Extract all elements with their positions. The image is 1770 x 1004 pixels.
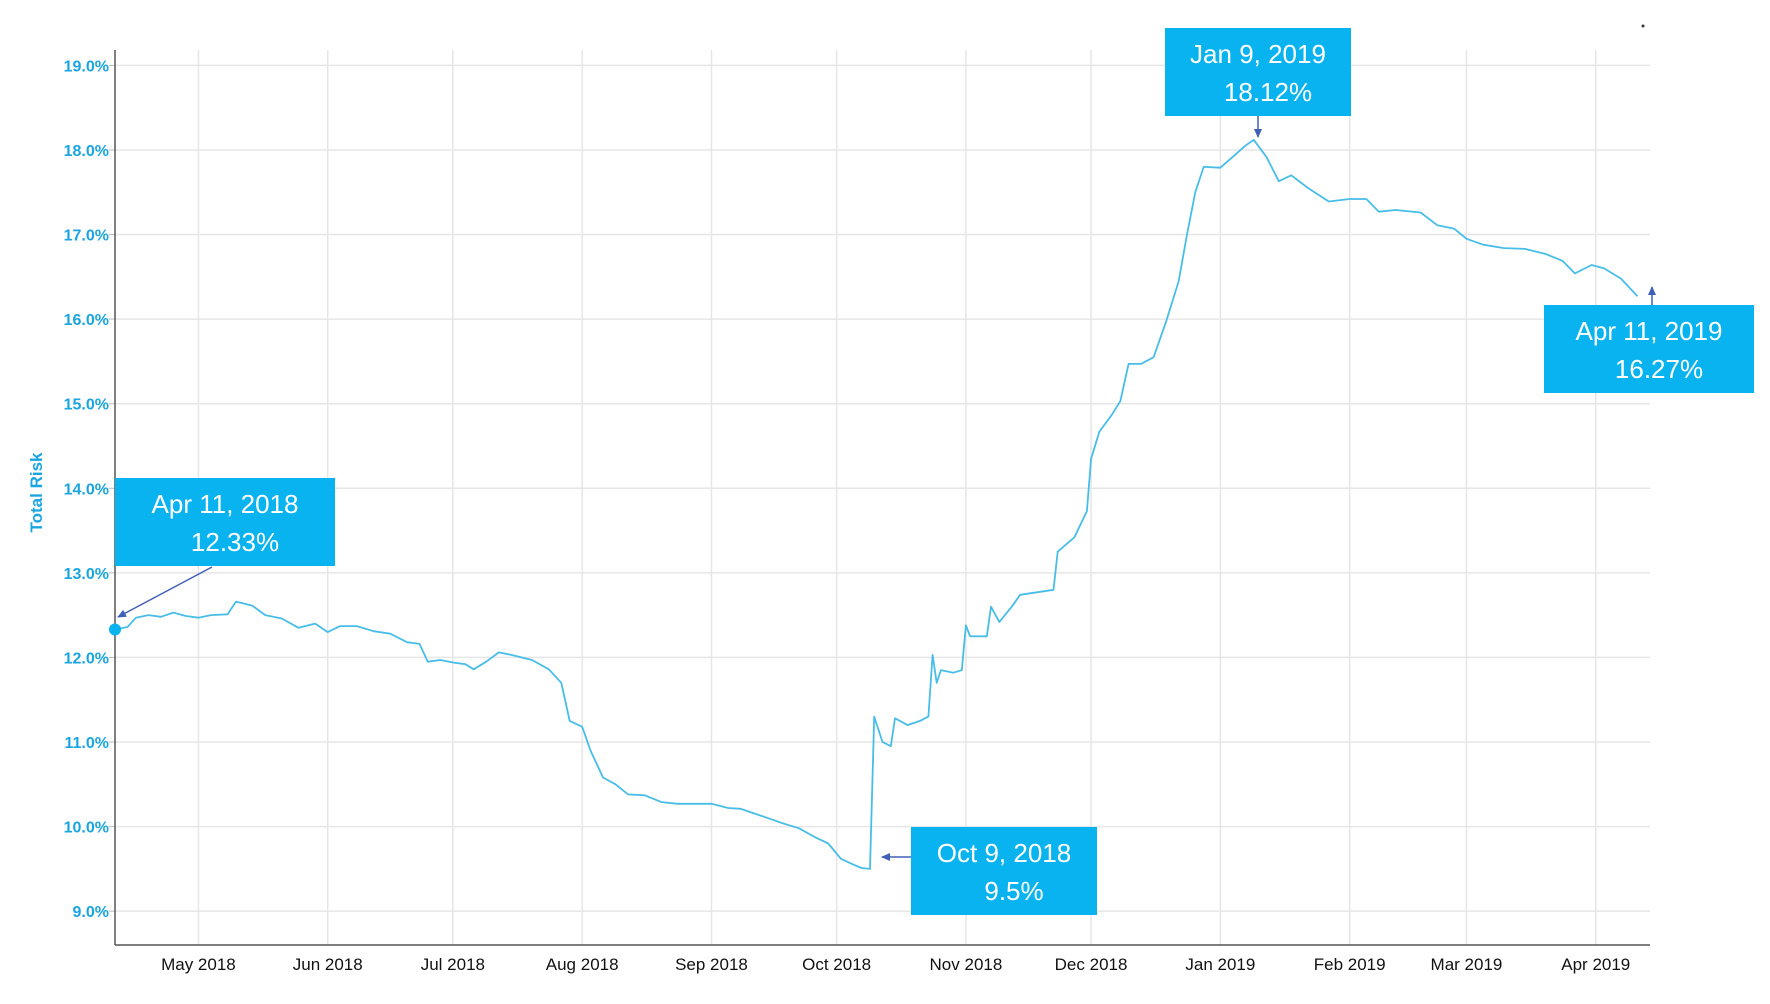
y-tick-label: 9.0% [73, 904, 109, 921]
y-tick-label: 19.0% [64, 58, 109, 75]
callout: Apr 11, 2019 16.27% [1544, 286, 1754, 393]
series-line [114, 138, 1639, 870]
callout-value: 9.5% [984, 876, 1043, 906]
y-tick-label: 16.0% [64, 312, 109, 329]
x-tick-label: Apr 2019 [1561, 955, 1630, 974]
callouts: Apr 11, 2018 12.33% Oct 9, 2018 9.5% Jan 9, … [115, 28, 1754, 915]
callout: Jan 9, 2019 18.12% [1165, 28, 1351, 138]
y-tick-label: 17.0% [64, 228, 109, 245]
callout-date: Apr 11, 2019 [1576, 316, 1723, 346]
grid [109, 50, 1650, 945]
x-tick-label: Sep 2018 [675, 955, 748, 974]
callout-box [911, 827, 1097, 915]
y-tick-label: 12.0% [64, 650, 109, 667]
y-tick-label: 10.0% [64, 820, 109, 837]
callout-value: 12.33% [191, 527, 279, 557]
y-tick-label: 11.0% [65, 735, 109, 752]
x-tick-label: Mar 2019 [1431, 955, 1503, 974]
x-tick-label: Dec 2018 [1055, 955, 1128, 974]
x-tick-label: Jul 2018 [421, 955, 485, 974]
y-tick-label: 14.0% [64, 481, 109, 498]
x-tick-label: Feb 2019 [1314, 955, 1386, 974]
axes [114, 50, 1650, 946]
callout: Oct 9, 2018 9.5% [881, 827, 1097, 915]
callout-date: Oct 9, 2018 [937, 838, 1071, 868]
x-tick-label: May 2018 [161, 955, 236, 974]
x-tick-label: Nov 2018 [930, 955, 1003, 974]
callout-value: 16.27% [1615, 354, 1703, 384]
callout-box [1544, 305, 1754, 393]
x-tick-label: Jun 2018 [293, 955, 363, 974]
y-tick-label: 13.0% [64, 566, 109, 583]
start-point-marker [109, 623, 121, 636]
callout: Apr 11, 2018 12.33% [115, 478, 335, 618]
top-right-dot [1641, 24, 1645, 28]
callout-value: 18.12% [1224, 77, 1312, 107]
series [109, 138, 1639, 870]
y-axis-title: Total Risk [27, 452, 46, 533]
callout-date: Apr 11, 2018 [152, 489, 299, 519]
x-tick-label: Aug 2018 [546, 955, 619, 974]
callout-date: Jan 9, 2019 [1190, 39, 1326, 69]
x-tick-label: Jan 2019 [1185, 955, 1255, 974]
y-tick-label: 18.0% [64, 143, 109, 160]
callout-arrow [117, 566, 213, 618]
y-tick-label: 15.0% [64, 397, 109, 414]
y-tick-labels: 9.0% 10.0% 11.0% 12.0% 13.0% 14.0% 15.0% 16.0% 1… [64, 58, 109, 921]
callout-box [115, 478, 335, 566]
x-tick-labels: May 2018 Jun 2018 Jul 2018 Aug 2018 Sep 2018… [161, 955, 1630, 974]
x-tick-label: Oct 2018 [802, 955, 871, 974]
callout-box [1165, 28, 1351, 116]
